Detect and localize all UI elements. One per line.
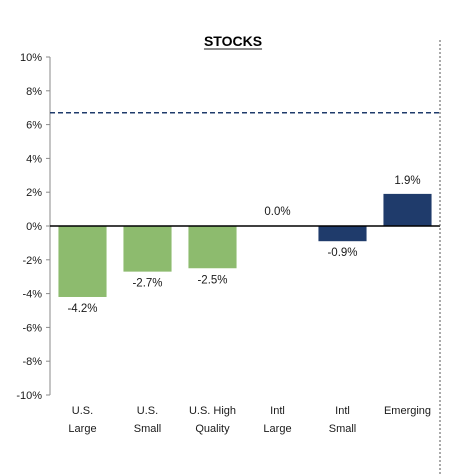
bars: -4.2% -2.7% -2.5% 0.0% -0.9% 1.9% xyxy=(58,175,432,315)
y-tick-label: 4% xyxy=(26,153,42,165)
y-tick-label: -4% xyxy=(22,289,42,301)
category-label: Large xyxy=(263,423,291,435)
data-label: 0.0% xyxy=(264,206,290,218)
y-tick-label: 10% xyxy=(20,52,42,64)
category-label: U.S. High xyxy=(189,405,236,417)
bar xyxy=(383,193,432,226)
data-label: -2.7% xyxy=(132,278,162,290)
bar xyxy=(188,226,237,269)
y-tick-label: 6% xyxy=(26,120,42,132)
y-tick-label: 0% xyxy=(26,221,42,233)
y-tick-label: -8% xyxy=(22,356,42,368)
y-tick-label: 8% xyxy=(26,86,42,98)
category-label: Intl xyxy=(335,405,350,417)
category-label: Emerging xyxy=(384,405,431,417)
category-label: Small xyxy=(329,423,357,435)
data-label: -0.9% xyxy=(327,247,357,259)
category-label: Intl xyxy=(270,405,285,417)
bar xyxy=(123,226,172,272)
category-label: Large xyxy=(68,423,96,435)
category-labels: U.S. Large U.S. Small U.S. High Quality Intl La… xyxy=(68,405,431,435)
category-label: U.S. xyxy=(137,405,158,417)
y-tick-label: -2% xyxy=(22,255,42,267)
chart-title: STOCKS xyxy=(204,33,262,49)
category-label: Small xyxy=(134,423,162,435)
y-axis: -10% -8% -6% -4% -2% 0% 2% 4% 6% 8% 10% xyxy=(16,52,51,402)
y-tick-label: -10% xyxy=(16,390,42,402)
category-label: Quality xyxy=(195,423,230,435)
category-label: U.S. xyxy=(72,405,93,417)
y-tick-label: 2% xyxy=(26,187,42,199)
data-label: 1.9% xyxy=(394,175,420,187)
data-label: -2.5% xyxy=(197,274,227,286)
bar xyxy=(318,226,367,242)
bar xyxy=(58,226,107,297)
y-tick-label: -6% xyxy=(22,322,42,334)
data-label: -4.2% xyxy=(67,303,97,315)
